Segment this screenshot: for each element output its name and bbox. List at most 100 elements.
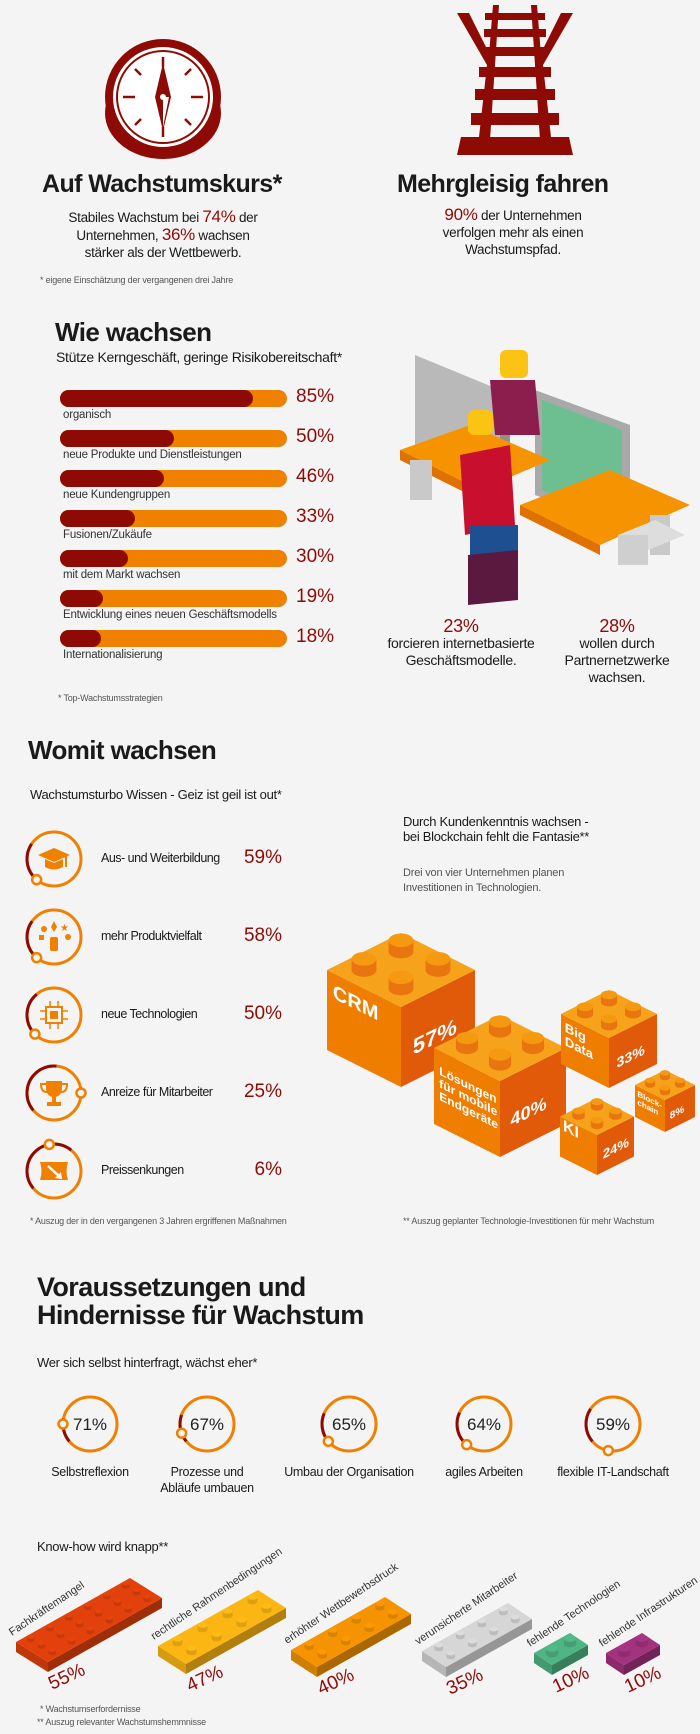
voraussetzungen-subtitle: Wer sich selbst hinterfragt, wächst eher… [37, 1355, 258, 1370]
measure-label: mehr Produktvielfalt [101, 929, 202, 943]
text: der Unternehmen verfolgen mehr als einen… [442, 208, 584, 257]
wie-wachsen-subtitle: Stütze Kerngeschäft, geringe Risikoberei… [56, 349, 342, 365]
requirement-label-line: Selbstreflexion [51, 1465, 129, 1479]
text: Stabiles Wachstum bei [68, 210, 203, 225]
requirement-ring: 71% [57, 1395, 119, 1453]
requirement-percent: 59% [596, 1415, 630, 1434]
graduation-cap-icon [38, 848, 70, 870]
measure-percent: 25% [243, 1081, 282, 1102]
measure-percent: 6% [254, 1159, 282, 1180]
requirement-label-line: Prozesse und [170, 1465, 244, 1479]
tech-text-line: Investitionen in Technologien. [403, 882, 542, 894]
stat-block: 28% wollen durch Partnernetzwerke wachsen… [542, 617, 692, 686]
requirement-percent: 71% [73, 1415, 107, 1434]
voraussetzungen-title: Voraussetzungen und Hindernisse für Wach… [37, 1273, 364, 1329]
knowhow-title: Know-how wird knapp** [37, 1539, 168, 1554]
ring-accent [584, 1395, 642, 1453]
bar-percent: 33% [296, 506, 335, 527]
requirement-ring: 65% [320, 1395, 378, 1453]
wie-wachsen-footnote: * Top-Wachstumsstrategien [58, 693, 163, 703]
requirement-percent: 65% [332, 1415, 366, 1434]
railway-tracks-icon [457, 5, 573, 155]
ring-knob [43, 1138, 56, 1151]
measure-ring [25, 1138, 83, 1200]
measure-percent: 58% [243, 925, 282, 946]
requirement-label: flexible IT-Landschaft [543, 1464, 683, 1480]
requirement-label: Prozesse und Abläufe umbauen [137, 1464, 277, 1496]
ring-knob [602, 1444, 615, 1457]
requirement-label: Selbstreflexion [20, 1464, 160, 1480]
stat-block: 23% forcieren internetbasierte Geschäftsm… [386, 616, 536, 669]
bar-percent: 18% [296, 626, 335, 647]
tech-text-line: Drei von vier Unternehmen planen [403, 867, 565, 879]
ring-knob [75, 1087, 87, 1099]
price-drop-icon [40, 1162, 68, 1180]
bar-percent: 85% [296, 386, 335, 407]
measure-percent: 50% [243, 1003, 282, 1024]
measure-ring [25, 1064, 87, 1122]
tech-heading-line: bei Blockchain fehlt die Fantasie** [403, 829, 590, 844]
bar-track [60, 510, 287, 527]
womit-footnote: * Auszug der in den vergangenen 3 Jahren… [30, 1216, 287, 1226]
tech-text: Drei von vier Unternehmen planen Investi… [403, 866, 564, 896]
requirement-ring: 64% [455, 1395, 513, 1453]
stat-percent: 23% [443, 616, 479, 636]
obstacle-brick [606, 1633, 660, 1675]
tech-heading: Durch Kundenkenntnis wachsen - bei Block… [403, 814, 589, 844]
compass-icon [105, 39, 221, 159]
section1-left-text: Stabiles Wachstum bei 74% der Unternehme… [58, 208, 268, 261]
requirement-percent: 67% [190, 1415, 224, 1434]
ring-accent [61, 1395, 119, 1453]
ring-accent [25, 1142, 83, 1200]
highlight-90: 90% [444, 205, 478, 224]
requirement-ring: 59% [584, 1395, 642, 1457]
requirement-label: agiles Arbeiten [414, 1464, 554, 1480]
stat-text: wollen durch Partnernetzwerke wachsen. [564, 635, 670, 685]
requirement-label: Umbau der Organisation [279, 1464, 419, 1480]
bar-track [60, 590, 287, 607]
section1-left-title: Auf Wachstumskurs* [42, 170, 282, 198]
voraussetzungen-footnote-2: ** Auszug relevanter Wachstumshemmnisse [37, 1717, 206, 1727]
ring-knob [29, 1028, 41, 1040]
bar-fill [60, 470, 165, 487]
bar-label: mit dem Markt wachsen [63, 569, 181, 581]
requirement-percent: 64% [467, 1415, 501, 1434]
measure-ring [25, 986, 83, 1044]
trophy-icon [39, 1081, 69, 1106]
measure-percent: 59% [243, 847, 282, 868]
bar-track [60, 390, 287, 407]
text: wachsen stärker als der Wettbewerb. [84, 228, 250, 260]
ring-knob [57, 1418, 69, 1430]
tech-heading-line: Durch Kundenkenntnis wachsen - [403, 814, 589, 829]
requirement-ring: 67% [175, 1395, 236, 1453]
bar-percent: 50% [296, 426, 335, 447]
bar-percent: 19% [296, 586, 335, 607]
obstacle-brick [158, 1590, 286, 1674]
bar-fill [60, 630, 101, 647]
bar-label: Entwicklung eines neuen Geschäftsmodells [63, 609, 277, 621]
obstacle-brick [16, 1578, 162, 1672]
ring-knob [30, 951, 43, 964]
text: der Unternehmen, [76, 210, 258, 243]
ring-accent [178, 1395, 236, 1453]
requirement-label-line: Abläufe umbauen [160, 1481, 254, 1495]
requirement-label-line: agiles Arbeiten [445, 1465, 523, 1479]
title-line: Hindernisse für Wachstum [37, 1300, 364, 1330]
product-variety-icon: ★ [39, 921, 71, 951]
womit-wachsen-title: Womit wachsen [28, 735, 217, 765]
lego-office-illustration [400, 350, 690, 605]
bar-track [60, 630, 287, 647]
bar-fill [60, 550, 129, 567]
bar-percent: 30% [296, 546, 335, 567]
obstacle-brick [534, 1633, 588, 1675]
measure-label: Aus- und Weiterbildung [101, 851, 220, 865]
voraussetzungen-footnote-1: * Wachstumserfordernisse [40, 1704, 141, 1714]
bar-fill [60, 430, 174, 447]
ring-knob [30, 873, 43, 886]
stat-text: forcieren internetbasierte Geschäftsmode… [387, 635, 535, 668]
bar-track [60, 470, 287, 487]
title-line: Voraussetzungen und [37, 1272, 306, 1302]
bar-label: organisch [63, 409, 112, 421]
section1-footnote: * eigene Einschätzung der vergangenen dr… [40, 275, 234, 285]
